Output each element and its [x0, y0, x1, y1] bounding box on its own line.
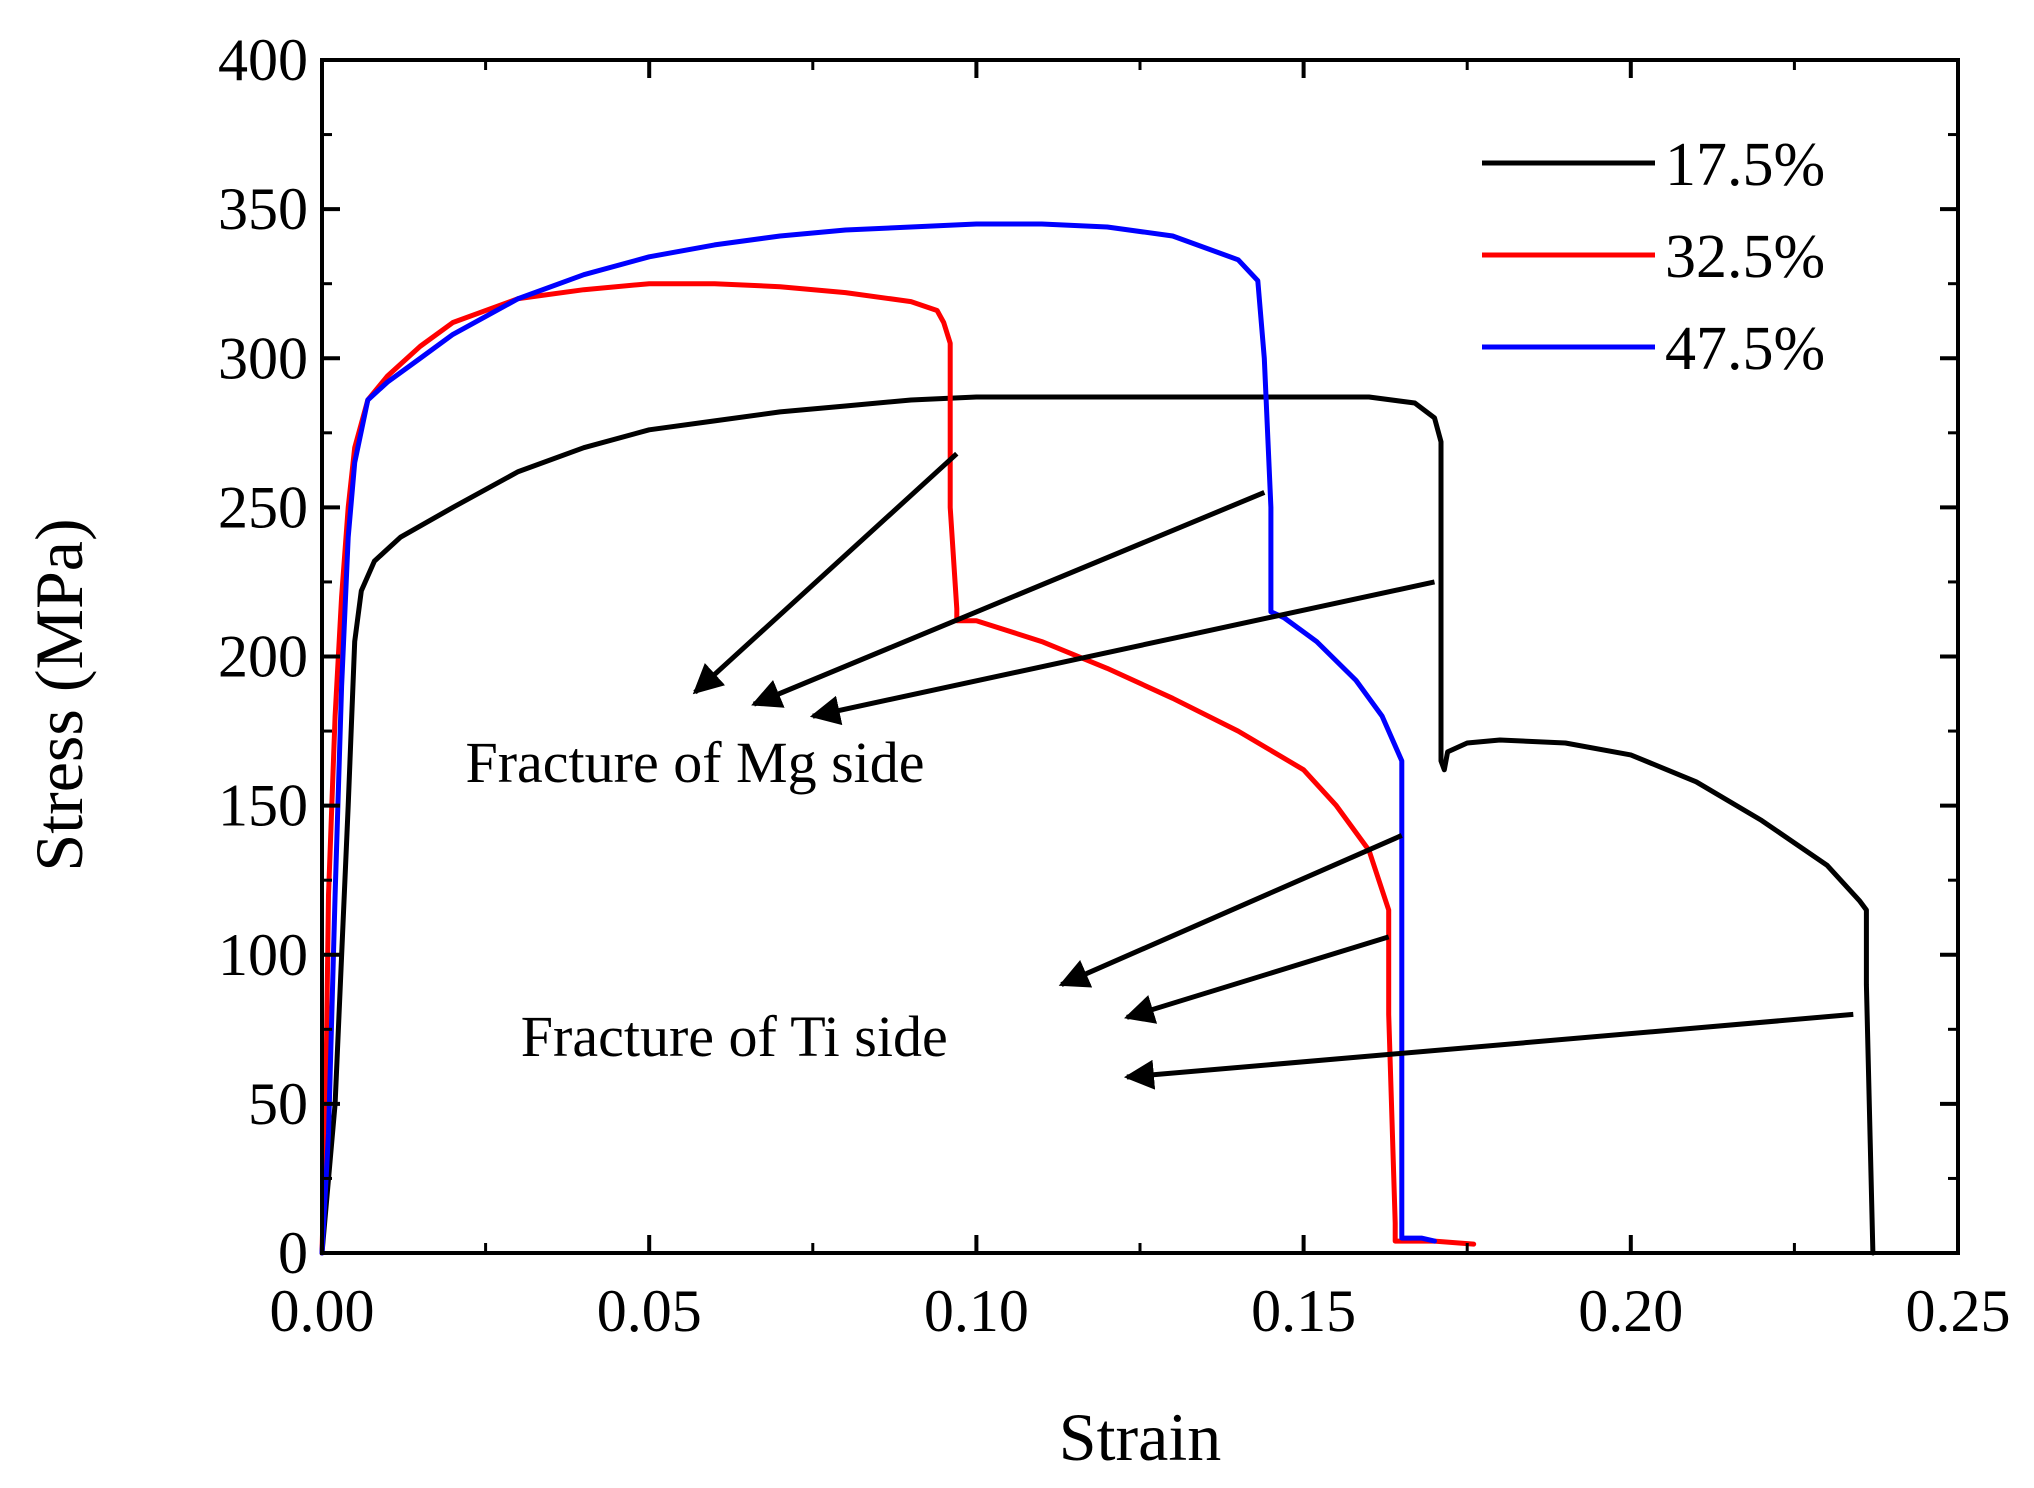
- x-tick-label: 0.05: [597, 1278, 702, 1344]
- legend-label-3: 47.5%: [1665, 315, 1825, 383]
- y-tick-label: 350: [218, 176, 308, 242]
- annotation-arrow-2-3: [1123, 1011, 1854, 1090]
- legend: 17.5% 32.5% 47.5%: [1482, 131, 1825, 383]
- axes-layer: 0.00 0.05 0.10 0.15 0.20 0.25 0 50 100 150 200 250 3…: [218, 27, 2011, 1344]
- y-axis-title: Stress (MPa): [21, 518, 97, 871]
- y-tick-label: 100: [218, 922, 308, 988]
- annotation-label-1: Fracture of Mg side: [465, 730, 924, 795]
- x-tick-label: 0.20: [1578, 1278, 1683, 1344]
- annotation-text-layer: Fracture of Mg side Fracture of Ti side: [465, 730, 947, 1069]
- x-tick-label: 0.25: [1906, 1278, 2011, 1344]
- x-tick-label: 0.15: [1251, 1278, 1356, 1344]
- annotation-arrow-2-1: [1058, 833, 1403, 988]
- series-line-1: [319, 394, 1876, 1256]
- annotation-arrow-1-1: [692, 451, 959, 695]
- series-layer: [319, 221, 1876, 1256]
- annotation-arrows-layer: [692, 451, 1854, 1090]
- x-axis-title: Strain: [1059, 1399, 1221, 1475]
- y-tick-label: 200: [218, 624, 308, 690]
- y-tick-label: 50: [248, 1071, 308, 1137]
- x-tick-label: 0.10: [924, 1278, 1029, 1344]
- y-tick-label: 0: [278, 1220, 308, 1286]
- x-tick-label: 0.00: [270, 1278, 375, 1344]
- legend-label-1: 17.5%: [1665, 131, 1825, 199]
- y-tick-label: 150: [218, 773, 308, 839]
- annotation-label-2: Fracture of Ti side: [521, 1004, 948, 1069]
- y-tick-label: 400: [218, 27, 308, 93]
- y-tick-label: 300: [218, 325, 308, 391]
- series-line-3: [319, 221, 1437, 1256]
- annotation-arrow-1-2: [751, 490, 1266, 708]
- legend-label-2: 32.5%: [1665, 223, 1825, 291]
- y-tick-label: 250: [218, 474, 308, 540]
- annotation-arrow-1-3: [809, 579, 1436, 726]
- series-line-2: [319, 281, 1477, 1256]
- annotation-arrow-2-2: [1124, 934, 1390, 1024]
